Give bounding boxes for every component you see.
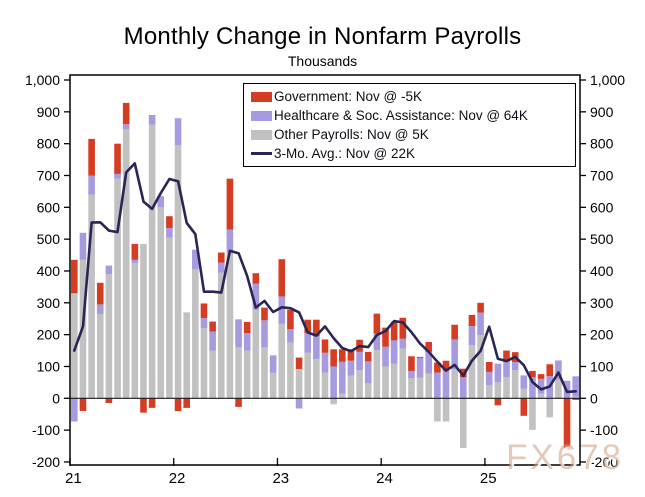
legend-item-3mo-avg: 3-Mo. Avg.: Nov @ 22K — [251, 144, 571, 163]
svg-text:900: 900 — [37, 104, 61, 120]
svg-text:800: 800 — [37, 136, 61, 152]
chart-title: Monthly Change in Nonfarm Payrolls — [123, 23, 522, 50]
svg-text:300: 300 — [590, 295, 614, 311]
legend-item-other-payrolls: Other Payrolls: Nov @ 5K — [251, 125, 571, 144]
svg-text:500: 500 — [37, 231, 61, 247]
svg-text:900: 900 — [590, 104, 614, 120]
chart-subtitle: Thousands — [287, 53, 358, 69]
svg-text:800: 800 — [590, 136, 614, 152]
svg-text:700: 700 — [37, 167, 61, 183]
svg-text:200: 200 — [37, 327, 61, 343]
svg-text:22: 22 — [169, 470, 186, 487]
svg-text:24: 24 — [376, 470, 393, 487]
legend-item-healthcare: Healthcare & Soc. Assistance: Nov @ 64K — [251, 106, 571, 125]
legend-label-healthcare: Healthcare & Soc. Assistance: Nov @ 64K — [274, 108, 528, 123]
svg-text:100: 100 — [590, 358, 614, 374]
svg-text:400: 400 — [37, 263, 61, 279]
healthcare-swatch-icon — [251, 110, 272, 121]
legend-label-government: Government: Nov @ -5K — [274, 89, 423, 104]
other-payrolls-swatch-icon — [251, 129, 272, 140]
svg-text:600: 600 — [37, 199, 61, 215]
legend-item-government: Government: Nov @ -5K — [251, 87, 571, 106]
svg-text:21: 21 — [65, 470, 82, 487]
government-swatch-icon — [251, 91, 272, 102]
svg-text:0: 0 — [52, 390, 60, 406]
svg-text:25: 25 — [480, 470, 497, 487]
svg-text:300: 300 — [37, 295, 61, 311]
svg-text:1,000: 1,000 — [590, 72, 625, 88]
svg-text:-200: -200 — [590, 454, 618, 470]
svg-text:500: 500 — [590, 231, 614, 247]
svg-text:700: 700 — [590, 167, 614, 183]
svg-text:23: 23 — [272, 470, 289, 487]
legend-label-3mo-avg: 3-Mo. Avg.: Nov @ 22K — [274, 146, 416, 161]
svg-text:0: 0 — [590, 390, 598, 406]
svg-text:-100: -100 — [32, 422, 60, 438]
svg-text:-100: -100 — [590, 422, 618, 438]
legend-label-other-payrolls: Other Payrolls: Nov @ 5K — [274, 127, 429, 142]
three-month-avg-line-icon — [251, 152, 272, 155]
chart-legend: Government: Nov @ -5K Healthcare & Soc. … — [243, 83, 576, 167]
watermark: FX678 — [506, 438, 625, 477]
svg-text:600: 600 — [590, 199, 614, 215]
svg-text:200: 200 — [590, 327, 614, 343]
svg-text:1,000: 1,000 — [25, 72, 60, 88]
svg-text:-200: -200 — [32, 454, 60, 470]
svg-text:400: 400 — [590, 263, 614, 279]
svg-text:100: 100 — [37, 358, 61, 374]
